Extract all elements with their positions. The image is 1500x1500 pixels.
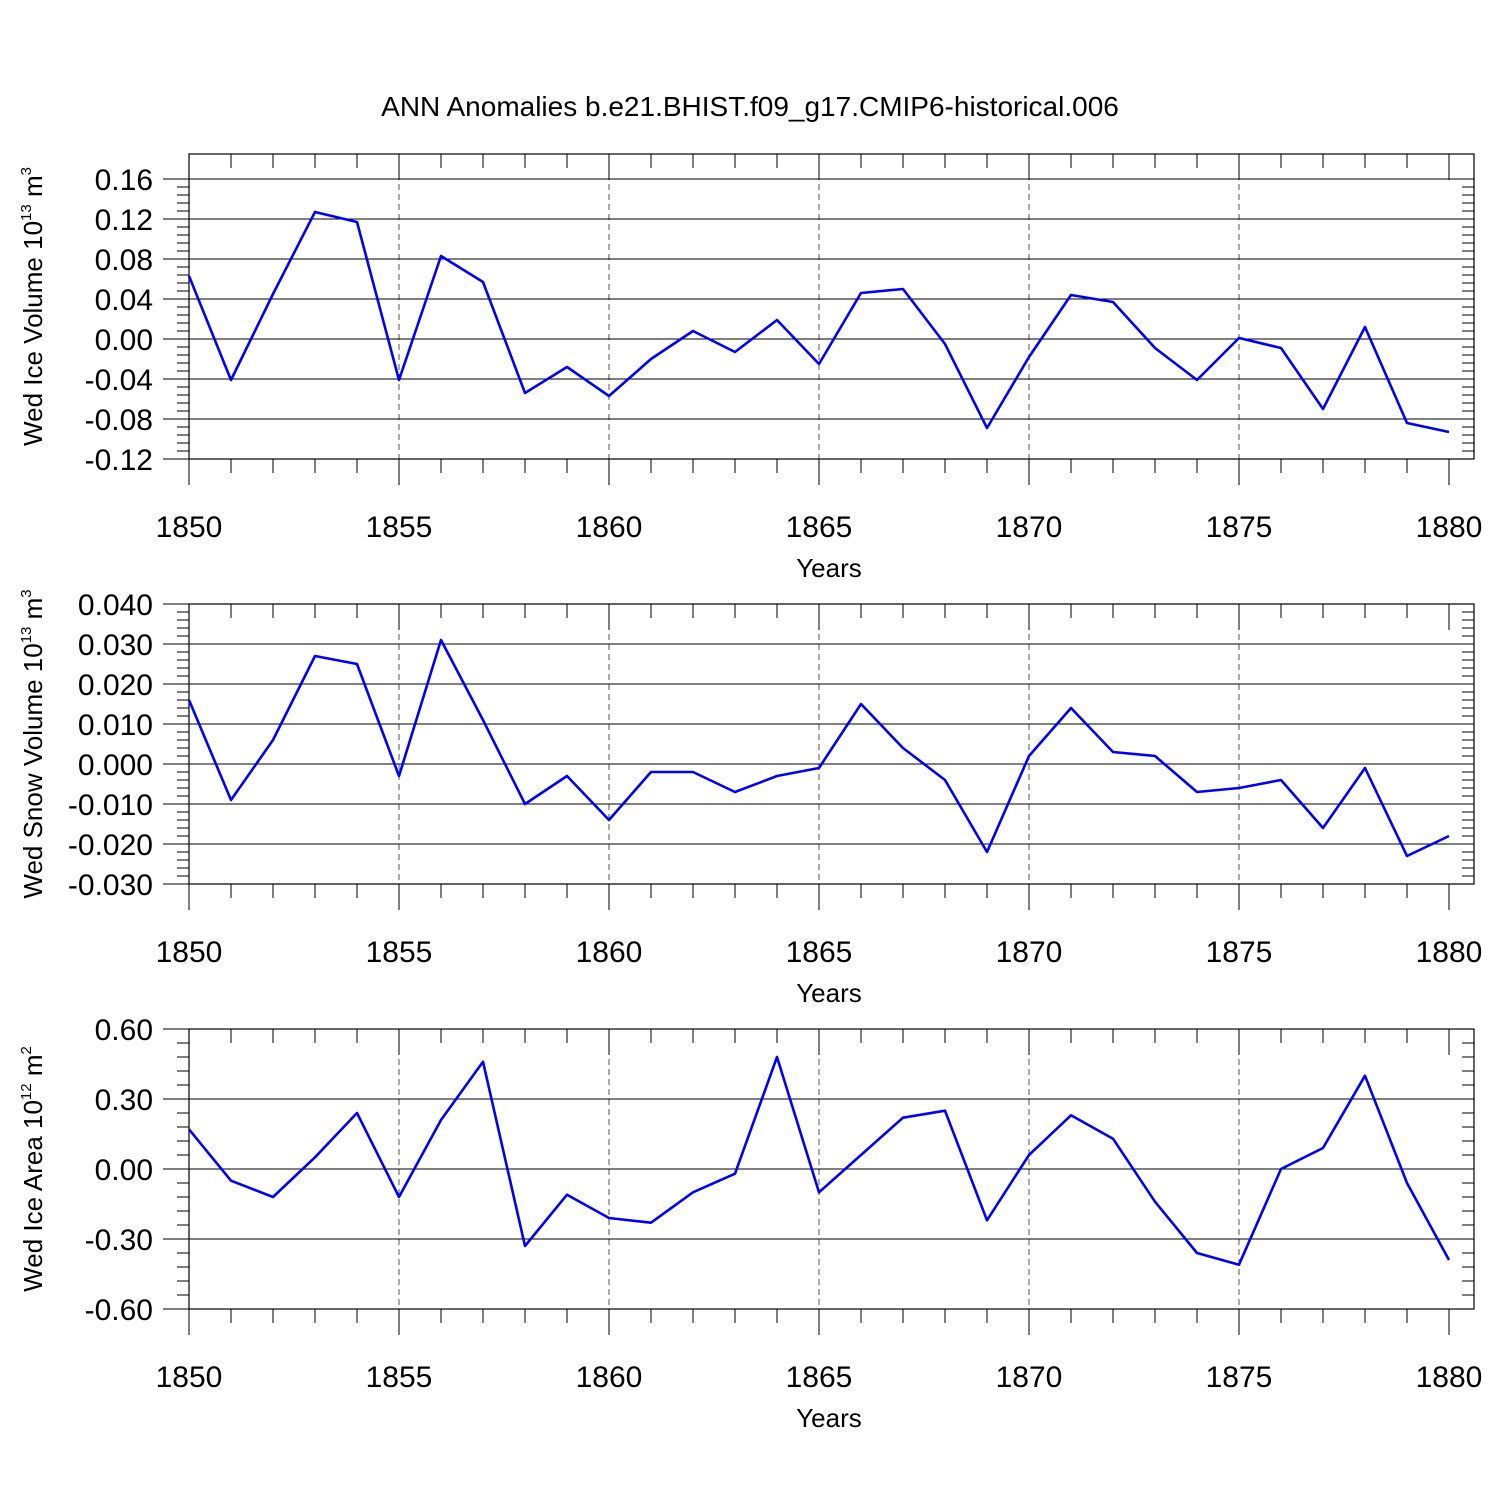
y-axis-label: Wed Ice Volume 1013 m3 xyxy=(18,167,48,446)
x-tick-label: 1860 xyxy=(576,936,643,969)
y-tick-label: 0.030 xyxy=(78,629,153,662)
x-axis-label: Years xyxy=(796,1403,862,1433)
y-tick-label: -0.04 xyxy=(85,364,153,397)
x-tick-label: 1870 xyxy=(996,511,1063,544)
x-tick-label: 1850 xyxy=(156,936,223,969)
x-tick-label: 1860 xyxy=(576,511,643,544)
x-axis-label: Years xyxy=(796,553,862,583)
x-tick-label: 1860 xyxy=(576,1361,643,1394)
y-tick-label: 0.00 xyxy=(95,324,153,357)
plot-frame xyxy=(188,603,1475,885)
panel-2: -0.030 -0.020 -0.010 0.000 0.010 0.020 0.030 0.… xyxy=(18,589,1482,1008)
y-tick-label: -0.60 xyxy=(85,1294,153,1327)
y-tick-label: 0.60 xyxy=(95,1014,153,1047)
y-tick-label: -0.030 xyxy=(68,869,153,902)
series-line xyxy=(187,210,1450,434)
y-axis-label: Wed Snow Volume 1013 m3 xyxy=(18,589,48,898)
y-tick-label: 0.12 xyxy=(95,204,153,237)
series-line xyxy=(187,1055,1451,1266)
panel-1: -0.12 -0.08 -0.04 0.00 0.04 0.08 0.12 0.16 1850 1… xyxy=(18,153,1483,583)
x-tick-label: 1880 xyxy=(1416,511,1483,544)
x-tick-label: 1855 xyxy=(366,1361,433,1394)
x-tick-label: 1865 xyxy=(786,936,853,969)
x-tick-label: 1850 xyxy=(156,511,223,544)
x-tick-label: 1855 xyxy=(366,511,433,544)
x-axis-label: Years xyxy=(796,978,862,1008)
y-tick-label: -0.30 xyxy=(85,1224,153,1257)
y-tick-label: 0.020 xyxy=(78,669,153,702)
y-tick-label: 0.040 xyxy=(78,589,153,622)
y-tick-label: 0.000 xyxy=(78,749,153,782)
y-tick-label: -0.08 xyxy=(85,404,153,437)
y-tick-label: 0.00 xyxy=(95,1154,153,1187)
y-tick-label: 0.010 xyxy=(78,709,153,742)
x-tick-label: 1870 xyxy=(996,936,1063,969)
y-axis-label: Wed Ice Area 1012 m2 xyxy=(18,1046,48,1292)
y-tick-label: 0.08 xyxy=(95,244,153,277)
y-tick-label: -0.010 xyxy=(68,789,153,822)
y-tick-label: -0.020 xyxy=(68,829,153,862)
panel-3: -0.60 -0.30 0.00 0.30 0.60 1850 1855 1860 1865 18… xyxy=(18,1014,1482,1433)
x-tick-label: 1880 xyxy=(1416,936,1483,969)
x-tick-label: 1870 xyxy=(996,1361,1063,1394)
x-tick-label: 1865 xyxy=(786,1361,853,1394)
y-tick-label: 0.04 xyxy=(95,284,153,317)
x-tick-label: 1880 xyxy=(1416,1361,1483,1394)
y-tick-label: 0.30 xyxy=(95,1084,153,1117)
panels-container: -0.12 -0.08 -0.04 0.00 0.04 0.08 0.12 0.16 1850 1… xyxy=(18,153,1483,1433)
y-tick-label: -0.12 xyxy=(85,444,153,477)
x-tick-label: 1875 xyxy=(1206,511,1273,544)
x-tick-label: 1875 xyxy=(1206,936,1273,969)
series-line xyxy=(187,638,1450,858)
figure-title: ANN Anomalies b.e21.BHIST.f09_g17.CMIP6-… xyxy=(381,91,1119,122)
x-tick-label: 1855 xyxy=(366,936,433,969)
x-tick-label: 1850 xyxy=(156,1361,223,1394)
x-tick-label: 1865 xyxy=(786,511,853,544)
y-tick-label: 0.16 xyxy=(95,164,153,197)
plot-frame xyxy=(188,153,1475,460)
x-tick-label: 1875 xyxy=(1206,1361,1273,1394)
